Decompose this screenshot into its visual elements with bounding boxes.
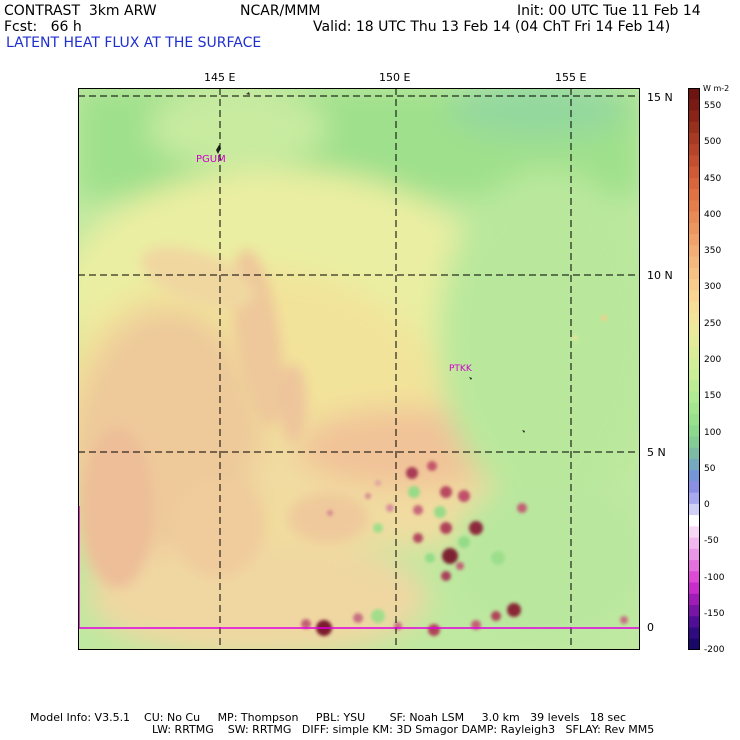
colorbar-swatch bbox=[688, 470, 700, 482]
colorbar-swatch bbox=[688, 144, 700, 157]
model-info-line1: Model Info: V3.5.1 CU: No Cu MP: Thompso… bbox=[30, 711, 627, 724]
colorbar-swatch bbox=[688, 605, 700, 617]
colorbar-swatch bbox=[688, 627, 700, 640]
graticule bbox=[78, 88, 640, 650]
colorbar-swatch bbox=[688, 189, 700, 201]
colorbar-tick-label: 250 bbox=[704, 318, 722, 329]
flux-streaks bbox=[83, 246, 368, 588]
colorbar-swatch bbox=[688, 638, 700, 650]
colorbar-swatch bbox=[688, 548, 700, 561]
colorbar-tick-label: 0 bbox=[704, 500, 710, 510]
lat-label-5n: 5 N bbox=[647, 446, 666, 459]
lon-label-150: 150 E bbox=[379, 71, 411, 84]
colorbar-tick-label: -200 bbox=[704, 645, 725, 655]
station-pgum: PGUM bbox=[196, 154, 226, 165]
colorbar-swatch bbox=[688, 166, 700, 179]
colorbar-swatch bbox=[688, 301, 700, 314]
colorbar-swatch bbox=[688, 515, 700, 527]
latent-heat-flux-map: PGUM PTKK bbox=[78, 88, 640, 650]
colorbar-swatch bbox=[688, 571, 700, 584]
colorbar-swatch bbox=[688, 312, 700, 325]
colorbar-tick-label: 550 bbox=[704, 101, 722, 112]
colorbar-tick-label: -100 bbox=[704, 572, 725, 583]
colorbar-swatch bbox=[688, 200, 700, 213]
colorbar-swatch bbox=[688, 335, 700, 348]
lon-label-145: 145 E bbox=[204, 71, 236, 84]
org-name: NCAR/MMM bbox=[240, 3, 321, 19]
colorbar-tick-label: 150 bbox=[704, 391, 722, 402]
lat-label-10n: 10 N bbox=[647, 269, 673, 282]
init-time: Init: 00 UTC Tue 11 Feb 14 bbox=[517, 3, 701, 19]
colorbar-swatch bbox=[688, 436, 700, 449]
colorbar-swatch bbox=[688, 526, 700, 539]
colorbar-swatch bbox=[688, 132, 700, 145]
colorbar-swatch bbox=[688, 380, 700, 393]
colorbar-swatch bbox=[688, 256, 700, 269]
colorbar-tick-label: 450 bbox=[704, 173, 722, 184]
flux-shading bbox=[78, 88, 640, 650]
colorbar-units: W m-2 bbox=[703, 84, 730, 93]
colorbar-swatch bbox=[688, 121, 700, 134]
lat-label-15n: 15 N bbox=[647, 91, 673, 104]
colorbar-swatch bbox=[688, 177, 700, 190]
colorbar-swatch bbox=[688, 503, 700, 516]
field-title: LATENT HEAT FLUX AT THE SURFACE bbox=[6, 35, 262, 51]
colorbar-swatch bbox=[688, 616, 700, 629]
colorbar-swatch bbox=[688, 447, 700, 460]
colorbar-swatch bbox=[688, 357, 700, 370]
colorbar-tick-label: 200 bbox=[704, 354, 722, 365]
colorbar-swatch bbox=[688, 99, 700, 112]
colorbar-swatch bbox=[688, 537, 700, 550]
colorbar-swatch bbox=[688, 155, 700, 168]
colorbar-swatch bbox=[688, 560, 700, 572]
colorbar-tick-label: -50 bbox=[704, 536, 719, 547]
lat-label-0: 0 bbox=[647, 621, 654, 634]
valid-time: Valid: 18 UTC Thu 13 Feb 14 (04 ChT Fri … bbox=[313, 19, 671, 35]
colorbar-tick-label: 400 bbox=[704, 209, 722, 220]
colorbar-frame bbox=[688, 88, 700, 650]
lon-label-155: 155 E bbox=[555, 71, 587, 84]
colorbar-swatch bbox=[688, 425, 700, 438]
colorbar-swatch bbox=[688, 88, 700, 100]
colorbar-swatch bbox=[688, 279, 700, 291]
colorbar-tick-label: 300 bbox=[704, 282, 722, 293]
colorbar-tick-label: 50 bbox=[704, 463, 716, 474]
convective-green-cores bbox=[371, 486, 505, 623]
colorbar-tick-label: 100 bbox=[704, 427, 722, 438]
colorbar-swatch bbox=[688, 234, 700, 246]
colorbar-tick-label: -150 bbox=[704, 608, 725, 619]
model-info-line2: LW: RRTMG SW: RRTMG DIFF: simple KM: 3D … bbox=[152, 723, 655, 736]
colorbar-swatch bbox=[688, 110, 700, 123]
colorbar-swatch bbox=[688, 582, 700, 595]
colorbar-swatch bbox=[688, 481, 700, 494]
colorbar bbox=[688, 88, 700, 650]
colorbar-swatch bbox=[688, 211, 700, 224]
colorbar-swatch bbox=[688, 267, 700, 280]
model-title: CONTRAST 3km ARW bbox=[4, 3, 157, 19]
colorbar-swatch bbox=[688, 324, 700, 336]
colorbar-swatch bbox=[688, 593, 700, 606]
map-frame bbox=[78, 88, 640, 650]
colorbar-tick-label: 500 bbox=[704, 137, 722, 148]
station-ptkk: PTKK bbox=[449, 364, 473, 374]
colorbar-swatch bbox=[688, 391, 700, 404]
colorbar-swatch bbox=[688, 346, 700, 359]
colorbar-swatch bbox=[688, 402, 700, 415]
colorbar-swatch bbox=[688, 245, 700, 258]
colorbar-swatch bbox=[688, 458, 700, 471]
colorbar-swatch bbox=[688, 369, 700, 381]
colorbar-swatch bbox=[688, 492, 700, 505]
colorbar-tick-label: 350 bbox=[704, 246, 722, 257]
colorbar-swatch bbox=[688, 413, 700, 426]
colorbar-swatch bbox=[688, 222, 700, 235]
colorbar-swatch bbox=[688, 290, 700, 303]
forecast-hour: Fcst: 66 h bbox=[4, 19, 82, 35]
